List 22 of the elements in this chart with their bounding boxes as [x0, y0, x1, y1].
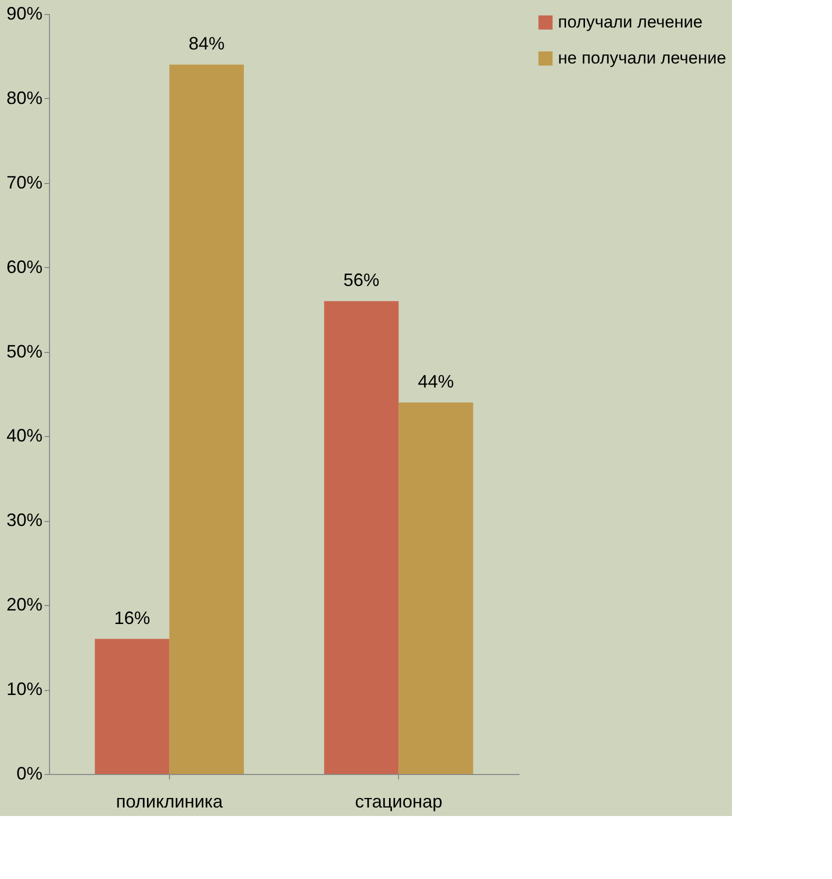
- y-tick-label: 70%: [6, 172, 42, 192]
- x-tick-label: поликлиника: [116, 792, 224, 812]
- data-label: 16%: [114, 608, 150, 628]
- data-label: 56%: [343, 270, 380, 290]
- legend-label: не получали лечение: [558, 48, 726, 68]
- bar: [94, 638, 170, 774]
- y-tick-label: 90%: [6, 4, 42, 24]
- y-tick-label: 80%: [6, 88, 42, 108]
- y-tick-label: 10%: [6, 679, 42, 700]
- data-label: 84%: [188, 34, 225, 54]
- bar: [169, 64, 244, 774]
- bar: [398, 402, 474, 774]
- y-tick-label: 50%: [6, 341, 42, 362]
- y-tick-label: 0%: [16, 764, 42, 784]
- bar: [324, 301, 399, 774]
- y-tick-label: 30%: [6, 510, 42, 530]
- data-label: 44%: [418, 371, 454, 392]
- y-tick-label: 20%: [6, 594, 42, 615]
- y-tick-label: 60%: [6, 256, 42, 277]
- x-tick-label: стационар: [354, 792, 442, 812]
- legend-label: получали лечение: [558, 12, 703, 32]
- y-tick-label: 40%: [6, 426, 42, 446]
